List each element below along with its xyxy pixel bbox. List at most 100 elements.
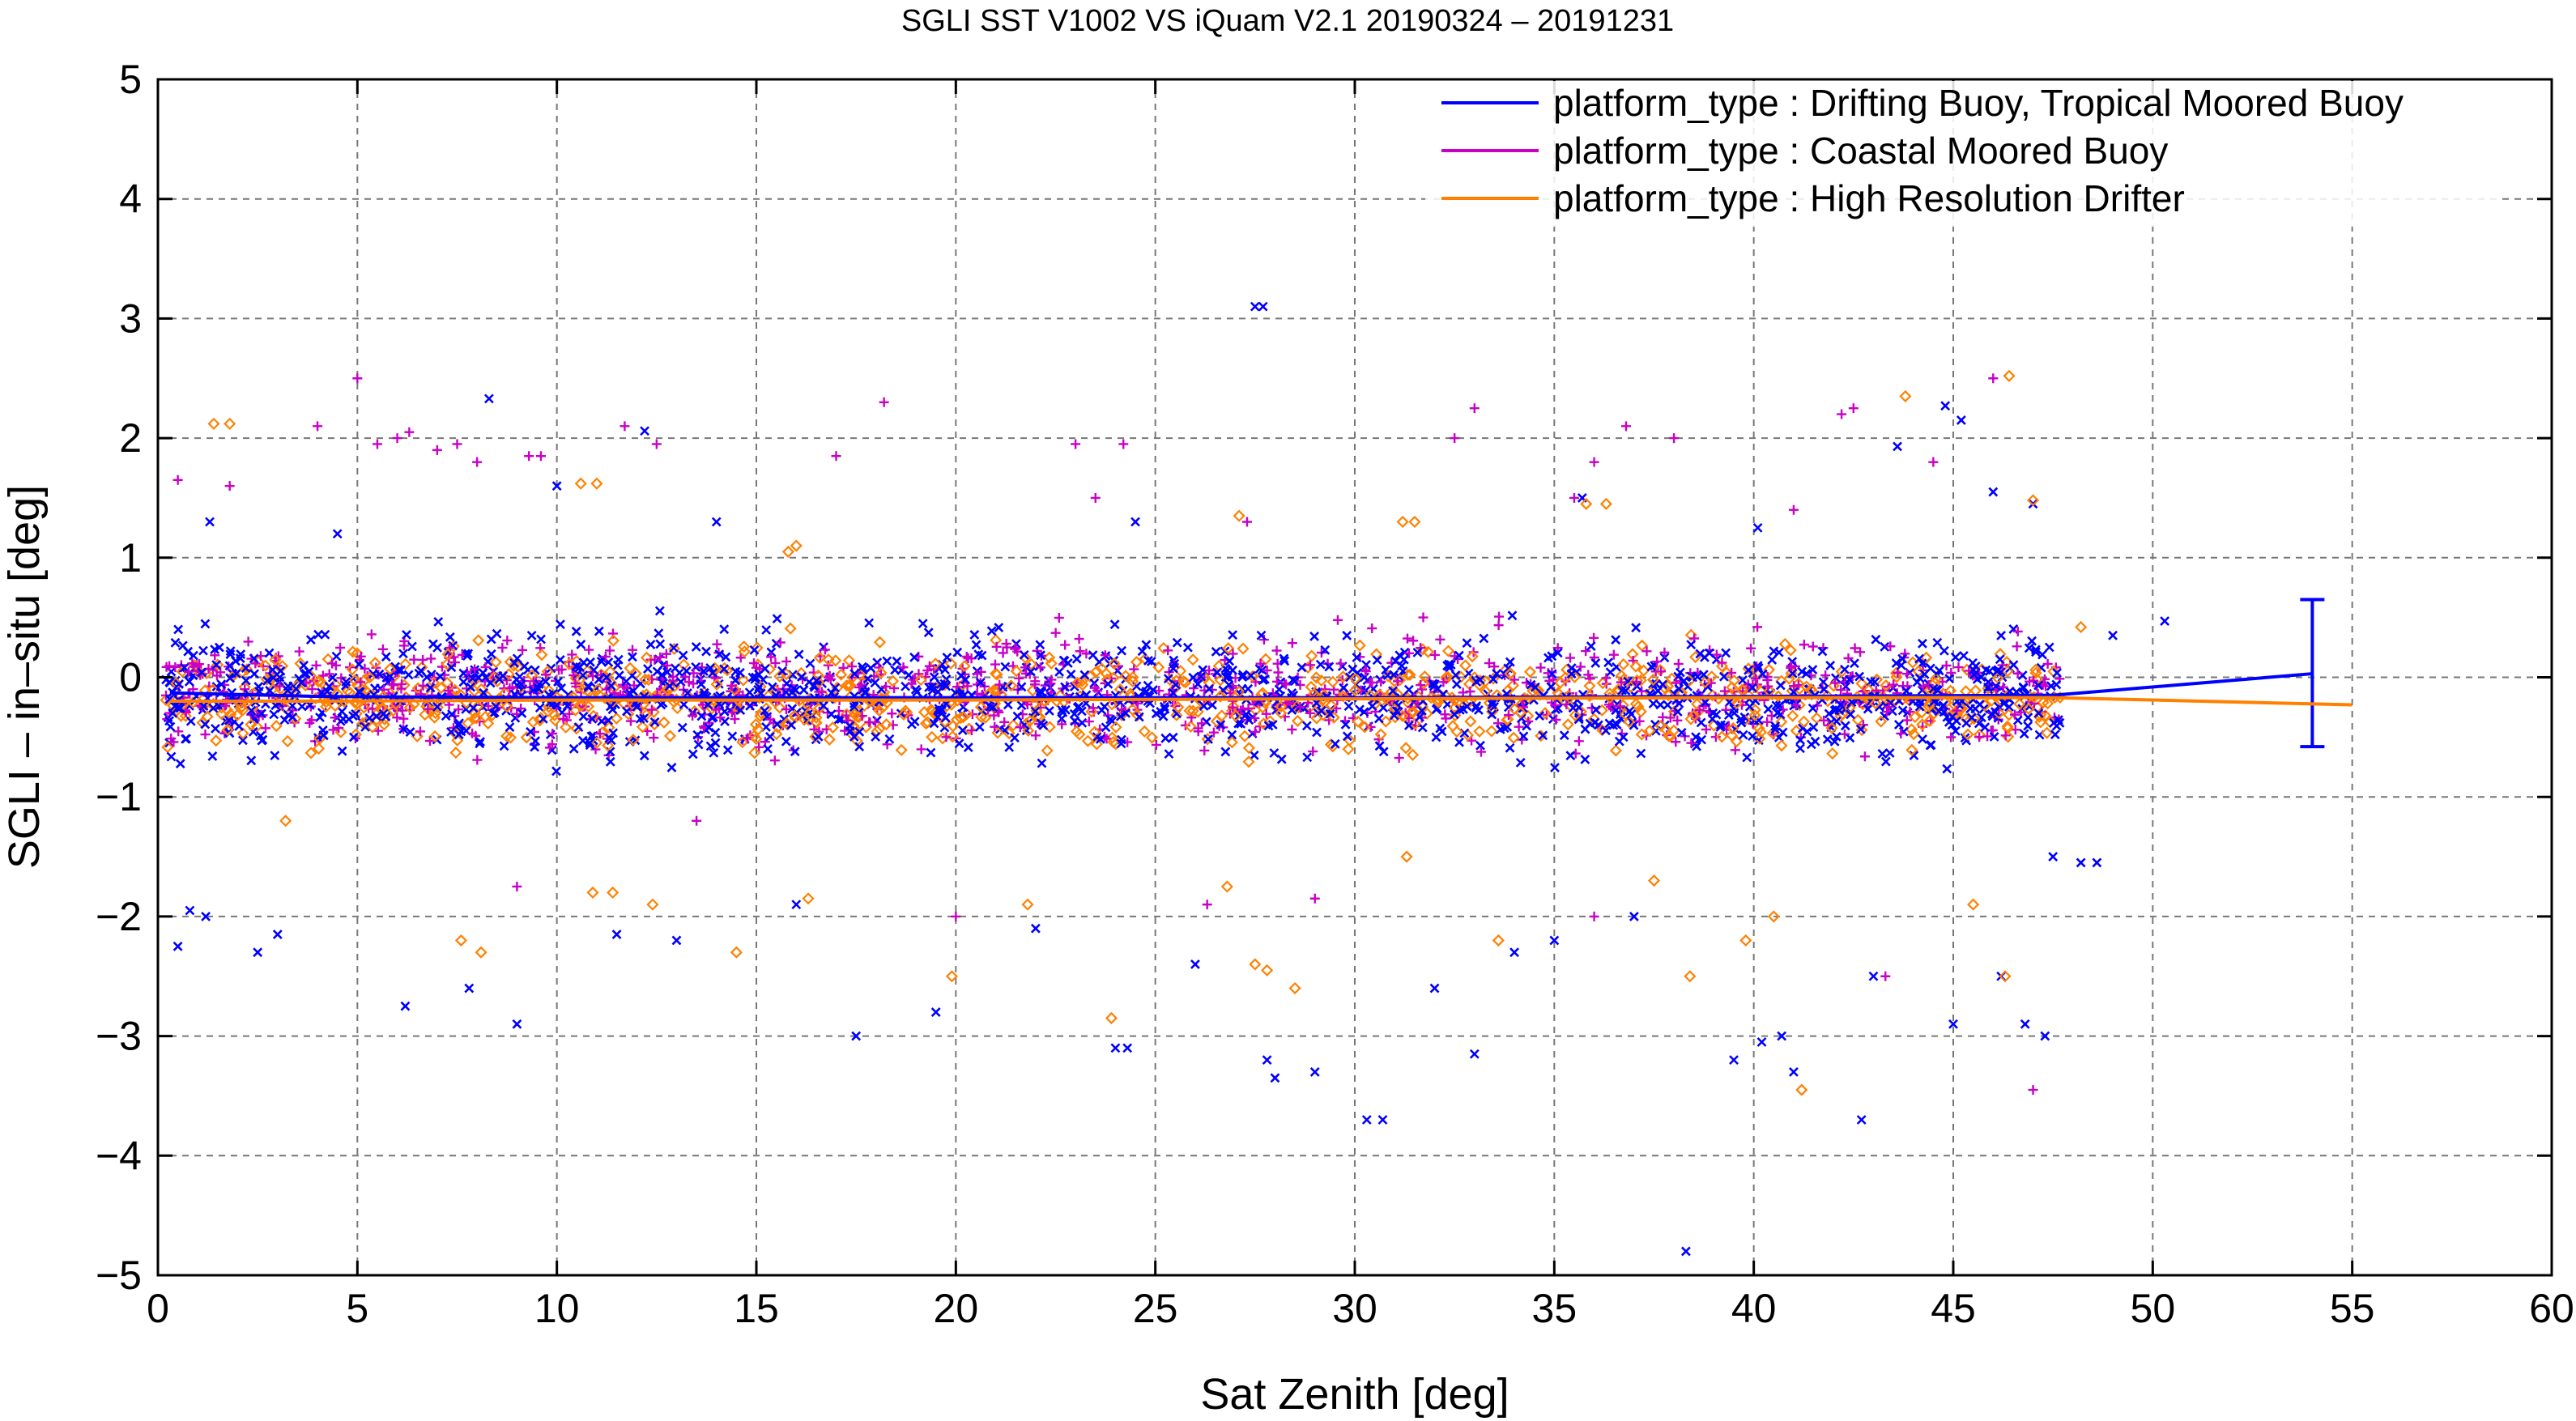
data-point [500, 730, 513, 742]
data-point [348, 732, 359, 742]
data-point [504, 731, 517, 744]
data-point [1986, 708, 1997, 719]
data-point [904, 670, 914, 680]
data-point [524, 451, 534, 462]
data-point [432, 702, 442, 712]
data-point [1117, 704, 1127, 715]
data-point [760, 705, 770, 716]
data-point [1565, 653, 1575, 663]
data-point [441, 648, 454, 661]
data-point [649, 733, 659, 743]
data-point [636, 679, 645, 689]
data-point [2033, 680, 2043, 691]
data-point [929, 672, 939, 683]
data-point [1917, 638, 1927, 649]
data-point [1621, 421, 1632, 432]
data-point [1407, 748, 1420, 761]
data-point [279, 815, 292, 827]
data-point [688, 749, 698, 759]
data-point [2016, 707, 2026, 717]
data-point [873, 636, 887, 649]
data-point [505, 683, 515, 693]
data-point [1589, 911, 1599, 921]
data-point [1836, 685, 1846, 696]
data-point [201, 911, 211, 921]
data-point [1088, 650, 1098, 660]
data-point [1655, 700, 1666, 710]
data-point [491, 701, 501, 712]
data-point [1506, 679, 1520, 692]
data-point [472, 457, 483, 467]
data-point [1515, 757, 1526, 768]
data-point [405, 727, 415, 737]
data-point [479, 687, 489, 698]
data-point [207, 417, 220, 430]
data-point [246, 755, 257, 766]
data-point [1710, 732, 1721, 742]
data-point [1827, 679, 1840, 692]
data-point [1950, 652, 1961, 662]
data-point [854, 682, 865, 692]
data-point [988, 702, 998, 713]
data-point [688, 710, 698, 721]
data-point [1186, 653, 1199, 666]
data-point [1305, 660, 1315, 670]
data-point [1846, 697, 1857, 708]
data-point [519, 661, 530, 671]
data-point [1786, 662, 1797, 672]
data-point [1700, 697, 1710, 708]
data-point [1004, 679, 1018, 692]
data-point [1589, 457, 1599, 467]
data-point [777, 666, 787, 676]
data-point [520, 731, 533, 744]
data-point [499, 741, 509, 751]
data-point [428, 639, 438, 649]
data-point [1976, 672, 1986, 683]
data-point [1658, 712, 1668, 722]
data-point [468, 703, 479, 713]
data-point [1680, 1246, 1691, 1257]
data-point [1435, 723, 1446, 734]
data-point [1999, 698, 2009, 708]
data-point [1624, 680, 1637, 693]
data-point [2050, 730, 2060, 740]
data-point [1492, 669, 1502, 679]
y-tick-label: −2 [96, 894, 142, 939]
data-point [710, 738, 721, 748]
data-point [1635, 728, 1648, 741]
data-point [1877, 748, 1888, 759]
data-point [1045, 657, 1058, 670]
data-point [1324, 662, 1335, 672]
data-point [1988, 487, 1999, 497]
data-point [1163, 645, 1173, 656]
data-point [530, 736, 541, 747]
y-tick-label: −3 [96, 1014, 142, 1059]
data-point [526, 630, 537, 640]
data-point [873, 704, 886, 717]
data-point [681, 666, 692, 676]
data-point [703, 700, 713, 710]
data-point [1789, 681, 1799, 691]
data-point [1390, 656, 1401, 666]
data-point [1568, 703, 1578, 713]
data-point [683, 688, 692, 698]
data-point [602, 721, 615, 734]
data-point [359, 673, 372, 686]
data-point [1378, 747, 1389, 757]
data-point [636, 721, 649, 734]
data-point [1901, 669, 1912, 679]
data-point [766, 647, 777, 657]
data-point [763, 744, 773, 754]
x-tick-label: 5 [346, 1286, 368, 1331]
data-point [1015, 722, 1025, 733]
data-point [1495, 724, 1505, 734]
data-point [470, 664, 480, 674]
data-point [1899, 389, 1912, 402]
data-point [1961, 718, 1972, 728]
data-point [368, 657, 381, 670]
data-point [1863, 704, 1873, 714]
data-point [678, 650, 688, 661]
data-point [585, 738, 595, 748]
data-point [985, 701, 995, 712]
data-point [1186, 704, 1199, 717]
